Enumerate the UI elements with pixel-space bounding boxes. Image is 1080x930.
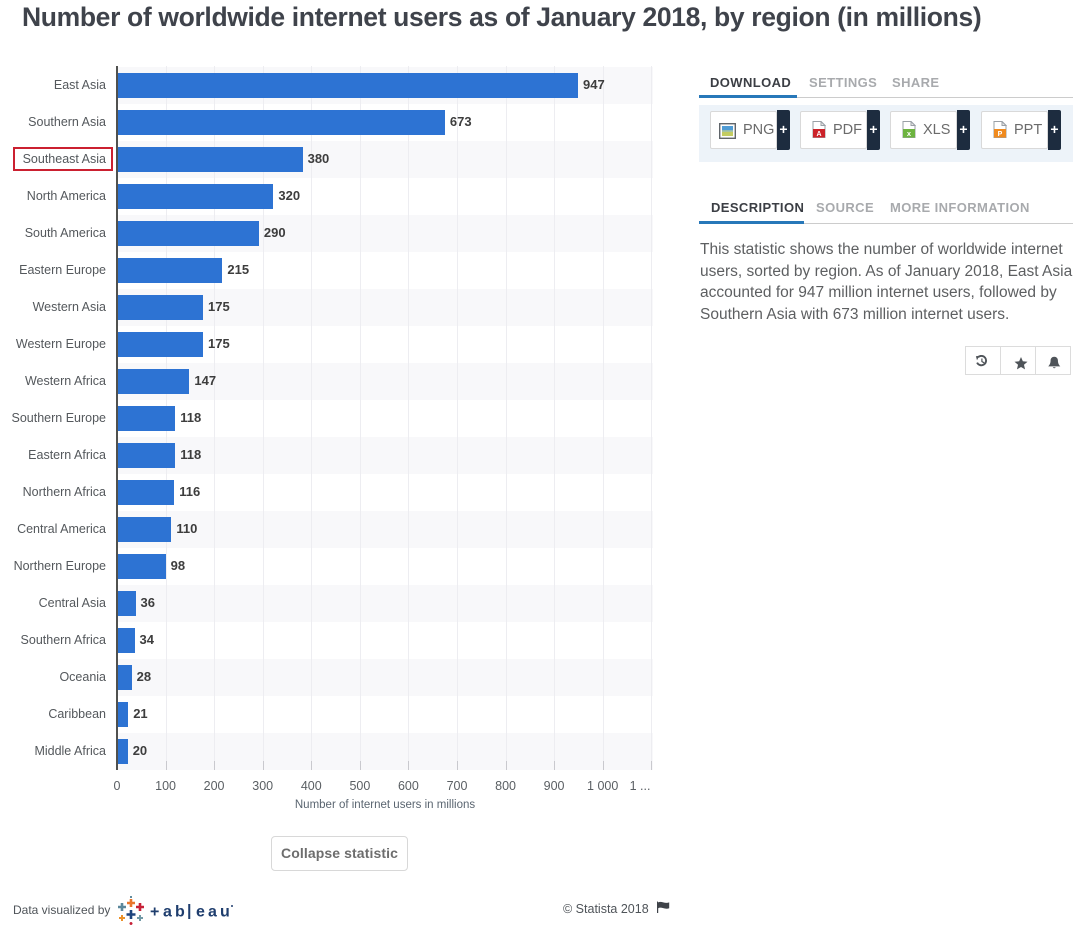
svg-text:x: x	[907, 129, 912, 138]
svg-text:P: P	[998, 131, 1003, 138]
svg-text:+: +	[150, 904, 159, 921]
svg-text:b: b	[175, 904, 185, 921]
svg-text:e: e	[196, 904, 205, 921]
svg-text:A: A	[816, 131, 821, 138]
svg-text:|: |	[187, 903, 191, 920]
svg-text:a: a	[208, 904, 217, 921]
svg-text:a: a	[163, 904, 172, 921]
svg-text:u: u	[220, 904, 230, 921]
